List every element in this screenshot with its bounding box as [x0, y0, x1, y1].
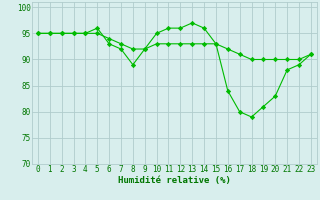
X-axis label: Humidité relative (%): Humidité relative (%)	[118, 176, 231, 185]
